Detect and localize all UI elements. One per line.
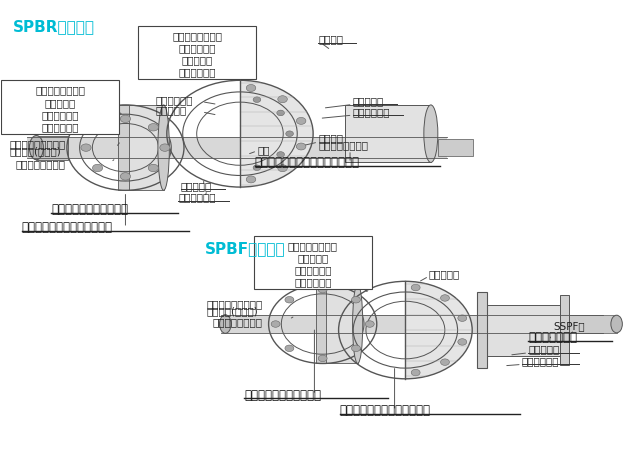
Circle shape — [160, 144, 170, 151]
Text: 回転部鋼球: 回転部鋼球 — [181, 181, 212, 191]
Text: 回転部保持器: 回転部保持器 — [522, 356, 559, 366]
Text: ナット本体: ナット本体 — [429, 269, 460, 279]
FancyBboxPatch shape — [27, 137, 447, 158]
Circle shape — [148, 124, 158, 131]
Text: ロータリーボールねじナット: ロータリーボールねじナット — [340, 404, 431, 417]
Circle shape — [458, 315, 466, 321]
Circle shape — [81, 144, 91, 151]
FancyBboxPatch shape — [560, 295, 569, 365]
Circle shape — [253, 165, 261, 170]
Text: フランジ外輪: フランジ外輪 — [42, 110, 79, 120]
Text: 外輪　間座: 外輪 間座 — [181, 55, 213, 65]
FancyBboxPatch shape — [36, 135, 68, 160]
Circle shape — [351, 345, 360, 352]
FancyBboxPatch shape — [477, 292, 487, 368]
Text: 回転部保持器: 回転部保持器 — [178, 192, 216, 202]
Circle shape — [246, 176, 256, 183]
Circle shape — [93, 124, 103, 131]
FancyBboxPatch shape — [128, 105, 164, 191]
Ellipse shape — [158, 105, 169, 191]
Circle shape — [285, 297, 294, 303]
Circle shape — [296, 143, 306, 150]
Ellipse shape — [424, 105, 438, 163]
Circle shape — [412, 369, 420, 376]
Text: 保持器、: 保持器、 — [318, 134, 343, 143]
Circle shape — [440, 359, 449, 365]
Circle shape — [458, 339, 466, 345]
Text: リターンキャップ用: リターンキャップ用 — [206, 299, 263, 309]
Circle shape — [296, 117, 306, 124]
Circle shape — [120, 115, 130, 122]
FancyBboxPatch shape — [487, 304, 560, 355]
Ellipse shape — [29, 135, 43, 160]
Text: 回転部保持器: 回転部保持器 — [353, 107, 390, 117]
Text: ナット本体: ナット本体 — [155, 106, 187, 115]
Text: 回転部鋼球: 回転部鋼球 — [528, 345, 559, 354]
Circle shape — [278, 165, 288, 172]
Text: 外筒本体: 外筒本体 — [318, 35, 343, 44]
Text: フランジ外輪: フランジ外輪 — [294, 265, 332, 276]
Wedge shape — [240, 80, 313, 187]
FancyBboxPatch shape — [221, 315, 603, 333]
Circle shape — [246, 85, 256, 92]
Circle shape — [412, 284, 420, 291]
Text: SSPF形: SSPF形 — [553, 321, 585, 332]
Circle shape — [93, 164, 103, 172]
Text: スペーサ(非固定): スペーサ(非固定) — [206, 306, 258, 316]
Text: SPBF形の構造: SPBF形の構造 — [205, 241, 286, 256]
Circle shape — [120, 173, 130, 180]
Text: スプライン外筒: スプライン外筒 — [528, 332, 577, 345]
FancyBboxPatch shape — [138, 26, 256, 79]
Circle shape — [366, 321, 374, 327]
Circle shape — [277, 152, 284, 157]
Ellipse shape — [611, 315, 622, 333]
Circle shape — [278, 96, 288, 103]
Circle shape — [351, 297, 360, 303]
FancyBboxPatch shape — [326, 284, 358, 363]
Text: サイドシール: サイドシール — [155, 95, 193, 105]
Text: ボールねじスプライン軸: ボールねじスプライン軸 — [51, 203, 128, 216]
Text: ロータリーボールスプライン外筒: ロータリーボールスプライン外筒 — [254, 156, 360, 170]
FancyBboxPatch shape — [118, 105, 133, 191]
Text: 回転部シール: 回転部シール — [42, 122, 79, 132]
Text: ロータリーボールねじナット: ロータリーボールねじナット — [22, 221, 112, 234]
Text: 間座　外輪: 間座 外輪 — [45, 98, 76, 108]
FancyBboxPatch shape — [316, 284, 329, 363]
Text: SPBR形の構造: SPBR形の構造 — [13, 20, 95, 35]
Circle shape — [277, 110, 284, 116]
Text: 間座　外輪: 間座 外輪 — [297, 253, 328, 263]
Text: アンギュラ回転部: アンギュラ回転部 — [288, 241, 338, 251]
Text: リターンキャップ用: リターンキャップ用 — [9, 139, 65, 149]
Text: 保持器スペーサー: 保持器スペーサー — [318, 140, 368, 150]
Text: 鋼球: 鋼球 — [257, 145, 270, 155]
FancyBboxPatch shape — [254, 236, 372, 289]
FancyBboxPatch shape — [1, 80, 119, 134]
Circle shape — [318, 286, 327, 293]
Circle shape — [253, 97, 261, 102]
Circle shape — [148, 164, 158, 172]
FancyBboxPatch shape — [345, 105, 431, 163]
Circle shape — [271, 321, 280, 327]
Text: 回転部シール: 回転部シール — [178, 67, 216, 78]
Circle shape — [318, 355, 327, 361]
Text: 回転部鋼球: 回転部鋼球 — [353, 96, 384, 106]
Text: アンギュラ回転部: アンギュラ回転部 — [35, 85, 85, 96]
Wedge shape — [405, 281, 472, 379]
Text: スペーサ(非固定): スペーサ(非固定) — [9, 146, 61, 156]
Text: 回転部シール: 回転部シール — [294, 277, 332, 288]
Text: リターンキャップ: リターンキャップ — [15, 159, 65, 169]
FancyBboxPatch shape — [569, 315, 617, 333]
Circle shape — [285, 345, 294, 352]
FancyBboxPatch shape — [438, 139, 473, 156]
Circle shape — [286, 131, 293, 136]
Ellipse shape — [353, 284, 363, 363]
Ellipse shape — [220, 315, 231, 333]
Text: フランジ外輪: フランジ外輪 — [178, 43, 216, 53]
Circle shape — [440, 295, 449, 301]
Text: アンギュラ回転部: アンギュラ回転部 — [172, 31, 222, 41]
Text: リターンキャップ: リターンキャップ — [213, 318, 263, 328]
Text: ボールねじスプライン軸: ボールねじスプライン軸 — [245, 389, 321, 402]
